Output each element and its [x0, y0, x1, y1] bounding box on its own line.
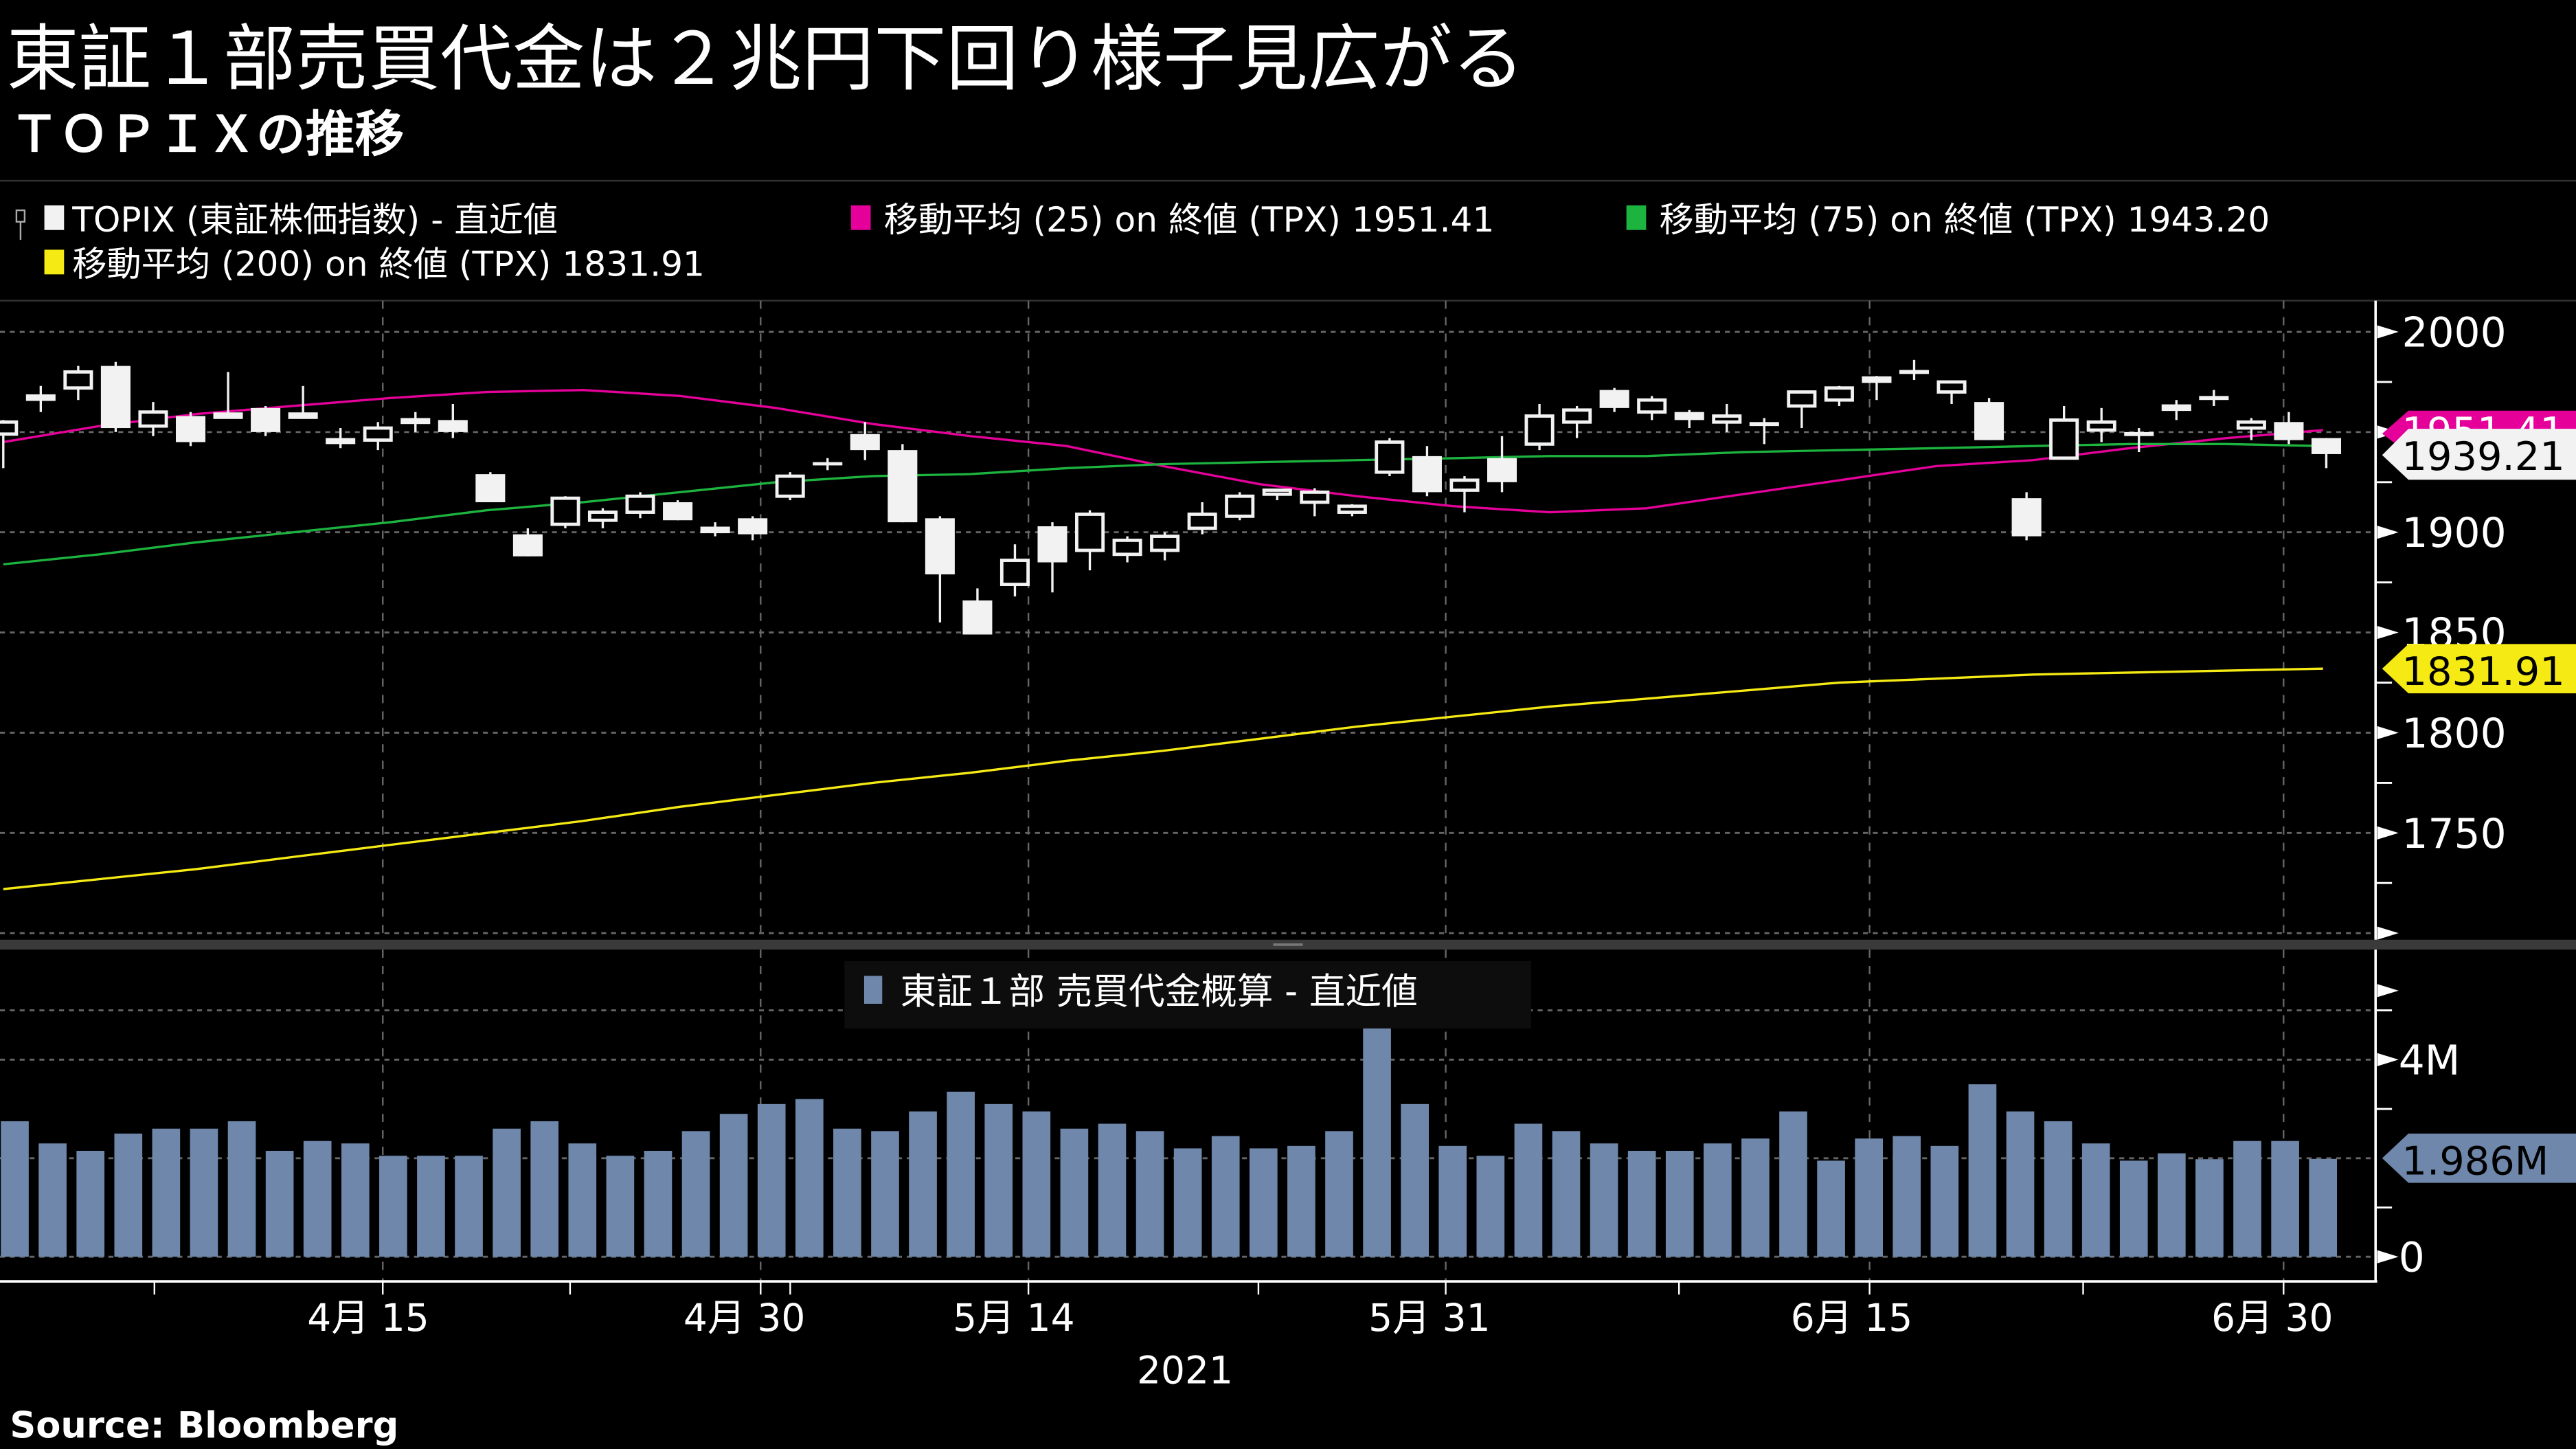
legend-drag-handle-icon[interactable] [15, 209, 26, 240]
svg-text:1831.91: 1831.91 [2402, 649, 2564, 695]
volume-value-marker: 1.986M [2382, 1133, 2576, 1184]
legend: TOPIX (東証株価指数) - 直近値 移動平均 (25) on 終値 (TP… [15, 199, 2270, 284]
legend-swatch-ma75 [1626, 205, 1647, 230]
chart-title: 東証１部売買代金は２兆円下回り様子見広がる [7, 16, 1525, 101]
legend-label-ma75: 移動平均 (75) on 終値 (TPX) 1943.20 [1659, 199, 2270, 240]
volume-bars [1, 980, 2338, 1257]
legend-swatch-ma25 [850, 205, 871, 230]
x-label-may31: 5月 31 [1368, 1296, 1490, 1340]
svg-text:1900: 1900 [2402, 510, 2506, 557]
legend-label-ma200: 移動平均 (200) on 終値 (TPX) 1831.91 [72, 244, 705, 284]
ma200-value-marker: 1831.91 [2382, 644, 2576, 695]
volume-axis-ticks: 4M 0 [2375, 984, 2461, 1282]
price-axis-ticks: 200019501900185018001750 [2375, 310, 2507, 940]
chart-subtitle: ＴＯＰＩＸの推移 [10, 105, 404, 163]
svg-text:2000: 2000 [2402, 310, 2506, 357]
x-axis-ticks [153, 1281, 2285, 1295]
svg-text:1.986M: 1.986M [2402, 1138, 2549, 1184]
svg-text:4M: 4M [2399, 1037, 2461, 1085]
legend-swatch-ma200 [44, 249, 65, 275]
last-price-marker: 1939.21 [2382, 429, 2576, 480]
legend-label-topix: TOPIX (東証株価指数) - 直近値 [71, 199, 558, 240]
candlestick-series [0, 359, 2342, 635]
svg-text:1800: 1800 [2402, 710, 2506, 758]
volume-legend-box [844, 961, 1531, 1029]
volume-legend-label: 東証１部 売買代金概算 - 直近値 [901, 971, 1418, 1013]
x-label-apr15: 4月 15 [307, 1296, 429, 1340]
svg-text:1939.21: 1939.21 [2402, 434, 2564, 480]
svg-text:0: 0 [2399, 1235, 2425, 1282]
source-note: Source: Bloomberg [10, 1404, 398, 1446]
legend-swatch-topix [44, 205, 65, 230]
x-label-jun30: 6月 30 [2211, 1296, 2333, 1340]
volume-legend-swatch [863, 976, 883, 1004]
legend-label-ma25: 移動平均 (25) on 終値 (TPX) 1951.41 [884, 199, 1495, 240]
x-label-apr30: 4月 30 [683, 1296, 805, 1340]
moving-average-lines [3, 388, 2323, 890]
x-label-may14: 5月 14 [953, 1296, 1074, 1340]
svg-text:1750: 1750 [2402, 811, 2506, 858]
x-label-jun15: 6月 15 [1791, 1296, 1912, 1340]
x-axis-year: 2021 [1137, 1348, 1233, 1392]
